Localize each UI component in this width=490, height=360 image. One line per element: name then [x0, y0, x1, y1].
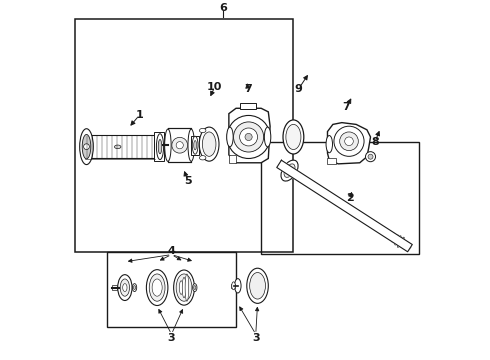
Text: 7: 7 [244, 84, 252, 94]
Polygon shape [229, 108, 270, 163]
Ellipse shape [407, 244, 411, 250]
Ellipse shape [122, 284, 127, 292]
Ellipse shape [133, 285, 136, 289]
Text: 10: 10 [207, 82, 222, 93]
Text: 3: 3 [252, 333, 260, 343]
Text: 3: 3 [168, 333, 175, 343]
Circle shape [227, 116, 270, 158]
Ellipse shape [407, 245, 412, 251]
Text: 9: 9 [295, 84, 303, 94]
Ellipse shape [173, 270, 195, 305]
Circle shape [334, 126, 364, 156]
Bar [154, 132, 164, 161]
Text: 6: 6 [220, 3, 227, 13]
Ellipse shape [199, 129, 206, 133]
Text: 8: 8 [371, 138, 379, 147]
Bar [231, 284, 235, 288]
Bar [112, 285, 117, 290]
Bar [229, 155, 236, 163]
Bar [168, 128, 191, 162]
Ellipse shape [405, 243, 409, 249]
Ellipse shape [392, 234, 398, 243]
Bar [85, 135, 155, 158]
Ellipse shape [185, 274, 189, 301]
Circle shape [344, 137, 353, 145]
Ellipse shape [120, 279, 129, 296]
Ellipse shape [286, 125, 301, 149]
Circle shape [245, 134, 252, 140]
Circle shape [172, 137, 188, 153]
Ellipse shape [194, 140, 196, 150]
Ellipse shape [387, 231, 392, 238]
Text: 4: 4 [168, 246, 175, 256]
Ellipse shape [406, 244, 410, 250]
Ellipse shape [199, 156, 206, 160]
Circle shape [366, 152, 375, 162]
Bar [191, 135, 199, 155]
Ellipse shape [82, 134, 91, 159]
Text: 7: 7 [343, 102, 350, 112]
Ellipse shape [193, 284, 197, 292]
Bar [107, 252, 236, 327]
Ellipse shape [192, 136, 198, 154]
Circle shape [340, 132, 358, 150]
Ellipse shape [404, 243, 409, 249]
Text: 1: 1 [135, 111, 143, 121]
Ellipse shape [147, 270, 168, 306]
Ellipse shape [397, 237, 404, 247]
Ellipse shape [326, 135, 333, 153]
Bar [74, 19, 294, 252]
Ellipse shape [182, 277, 186, 298]
Ellipse shape [284, 164, 295, 177]
Ellipse shape [158, 139, 162, 154]
Ellipse shape [149, 274, 165, 301]
Ellipse shape [194, 285, 196, 289]
Ellipse shape [176, 274, 192, 301]
Ellipse shape [232, 282, 235, 290]
Ellipse shape [403, 242, 408, 248]
Ellipse shape [247, 268, 269, 303]
Circle shape [84, 144, 89, 149]
Text: 2: 2 [346, 193, 354, 203]
Ellipse shape [156, 134, 164, 159]
Ellipse shape [179, 281, 183, 294]
Ellipse shape [384, 230, 389, 236]
Ellipse shape [115, 145, 121, 149]
Circle shape [368, 154, 373, 159]
Text: 5: 5 [184, 176, 192, 186]
Ellipse shape [118, 275, 132, 301]
Polygon shape [327, 123, 370, 164]
Ellipse shape [403, 242, 407, 248]
Ellipse shape [165, 129, 171, 161]
Bar [261, 142, 419, 253]
Ellipse shape [199, 127, 219, 161]
Polygon shape [277, 160, 412, 252]
Circle shape [240, 128, 258, 146]
Ellipse shape [188, 129, 195, 161]
Ellipse shape [265, 127, 271, 147]
Circle shape [176, 141, 183, 149]
Ellipse shape [152, 279, 162, 296]
Ellipse shape [390, 233, 395, 240]
Ellipse shape [202, 132, 216, 156]
Ellipse shape [250, 273, 266, 299]
Bar [240, 103, 256, 109]
Ellipse shape [395, 236, 401, 245]
Bar [327, 158, 337, 164]
Ellipse shape [281, 160, 298, 181]
Ellipse shape [132, 284, 137, 292]
Ellipse shape [283, 120, 304, 154]
Ellipse shape [80, 129, 93, 165]
Ellipse shape [227, 127, 233, 147]
Ellipse shape [235, 279, 241, 293]
Circle shape [234, 122, 264, 152]
